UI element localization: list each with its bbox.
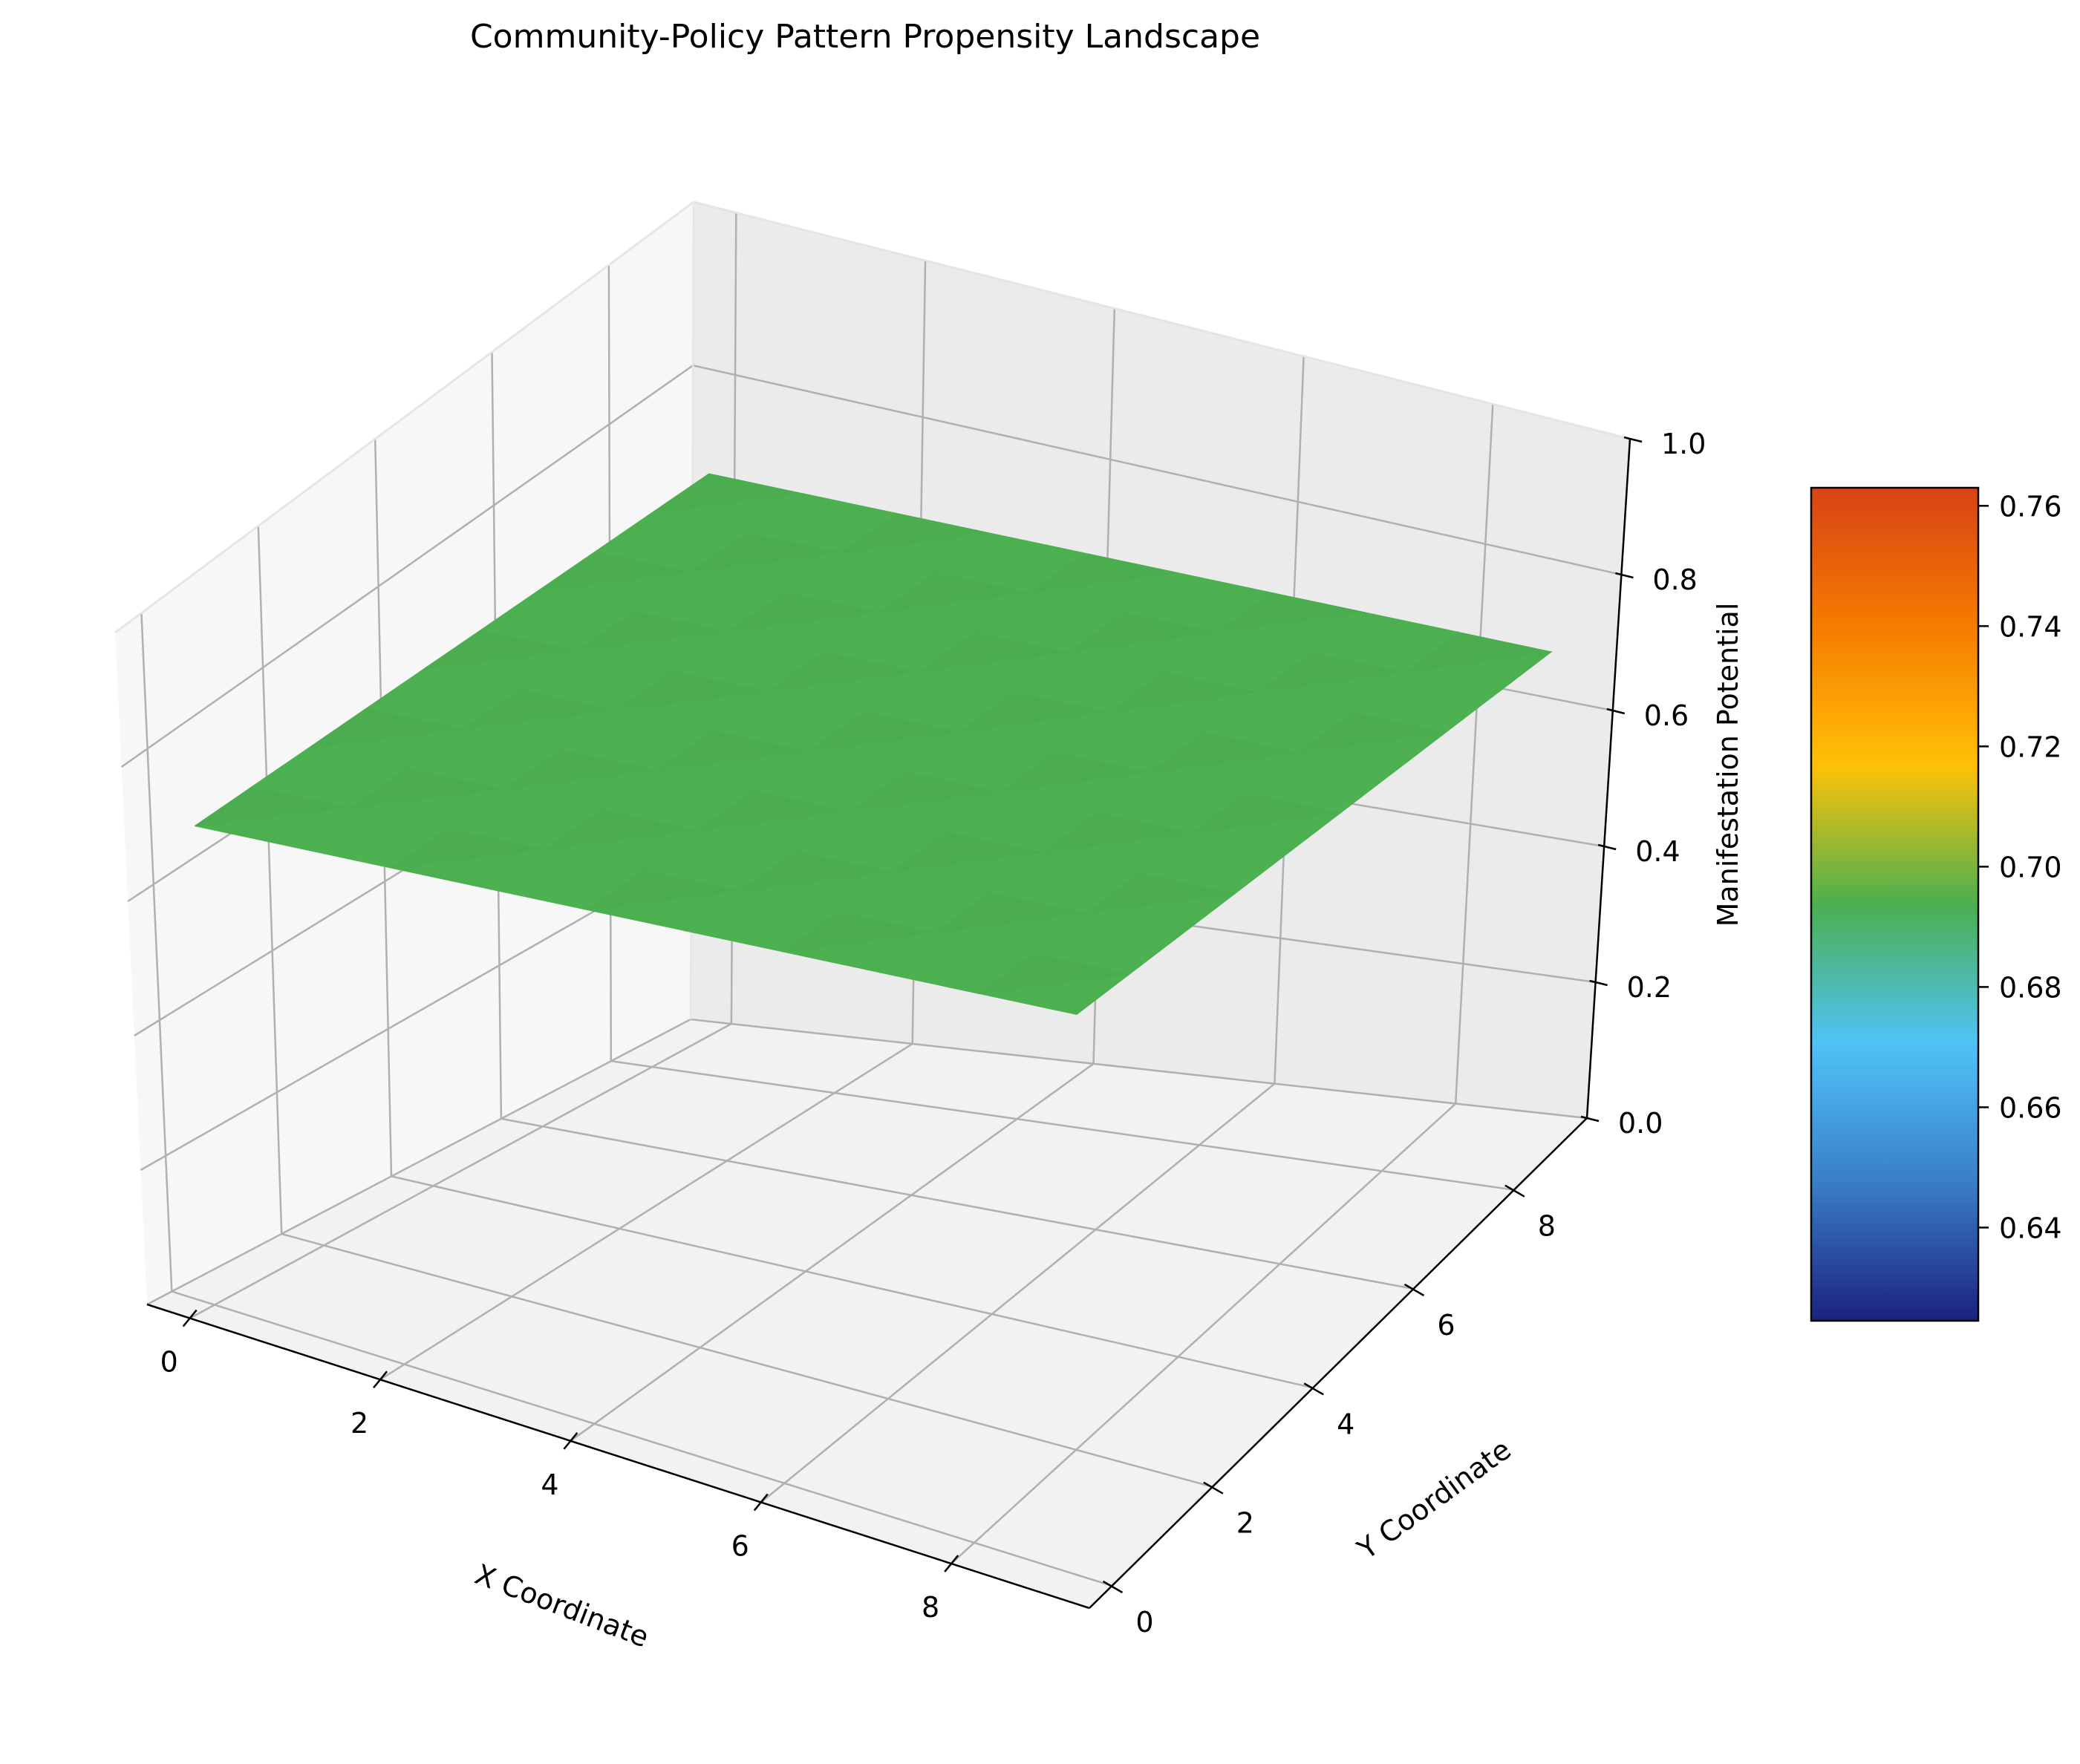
y-tick-label: 4 xyxy=(1337,1408,1354,1440)
x-tick xyxy=(753,1493,769,1512)
x-tick xyxy=(563,1432,578,1450)
axis-ticks: 0 2 4 6 8 0 2 4 6 8 0.0 0.2 0.4 0.6 0.8 1.0 xyxy=(160,428,1706,1639)
colorbar: 0.64 0.66 0.68 0.70 0.72 0.74 0.76 xyxy=(1810,486,2062,1322)
surface-facet xyxy=(537,551,690,592)
colorbar-tick-label: 0.70 xyxy=(1999,851,2062,883)
z-tick-label: 0.2 xyxy=(1627,971,1672,1004)
z-tick xyxy=(1623,436,1643,443)
x-tick xyxy=(373,1371,388,1389)
surface-facet xyxy=(651,473,803,514)
z-tick xyxy=(1580,1115,1600,1123)
z-tick-label: 0.4 xyxy=(1635,835,1680,868)
surface-facet xyxy=(365,669,520,709)
z-tick-label: 0.8 xyxy=(1652,564,1697,596)
x-tick-label: 6 xyxy=(731,1529,749,1562)
x-tick-label: 8 xyxy=(922,1591,939,1624)
y-tick-label: 6 xyxy=(1437,1309,1455,1342)
y-tick xyxy=(1303,1382,1324,1396)
x-tick-label: 2 xyxy=(351,1407,368,1440)
surface-facet xyxy=(251,747,406,788)
colorbar-tick-label: 0.76 xyxy=(1999,490,2062,523)
surface-facet xyxy=(423,630,576,670)
z-tick xyxy=(1606,708,1626,715)
colorbar-tick-label: 0.66 xyxy=(1999,1091,2062,1124)
y-tick-label: 8 xyxy=(1538,1210,1556,1243)
x-tick-label: 4 xyxy=(541,1469,558,1501)
x-tick-label: 0 xyxy=(160,1346,178,1379)
y-axis-line xyxy=(1089,1117,1588,1609)
z-tick xyxy=(1589,979,1608,987)
colorbar-tick-label: 0.64 xyxy=(1999,1212,2062,1244)
y-tick-label: 0 xyxy=(1135,1606,1153,1639)
y-tick xyxy=(1203,1481,1224,1494)
z-tick-label: 0.6 xyxy=(1644,699,1689,732)
y-tick xyxy=(1403,1283,1425,1297)
colorbar-tick-label: 0.74 xyxy=(1999,610,2062,643)
surface-facet xyxy=(194,786,350,826)
z-tick-label: 0.0 xyxy=(1618,1107,1663,1140)
x-tick xyxy=(182,1309,198,1327)
y-axis-label: Y Coordinate xyxy=(1351,1433,1517,1566)
z-tick-label: 1.0 xyxy=(1661,428,1706,460)
floor-pane xyxy=(147,1019,1587,1608)
surface-facet xyxy=(594,512,746,552)
x-axis-line xyxy=(146,1303,1090,1610)
colorbar-tick-label: 0.68 xyxy=(1999,971,2062,1004)
colorbar-gradient xyxy=(1810,486,1980,1322)
colorbar-tick-label: 0.72 xyxy=(1999,731,2062,763)
surface-facet xyxy=(480,590,633,631)
z-tick xyxy=(1615,572,1634,579)
y-tick-label: 2 xyxy=(1236,1507,1254,1540)
x-axis-label: X Coordinate xyxy=(471,1558,653,1653)
surface-mesh xyxy=(194,473,1553,1016)
z-axis-line xyxy=(1585,438,1631,1119)
x-tick xyxy=(944,1555,959,1572)
y-tick xyxy=(1504,1184,1525,1198)
z-axis-label: Manifestation Potential xyxy=(1712,603,1744,927)
z-tick xyxy=(1597,843,1617,851)
surface-facet xyxy=(308,708,463,748)
chart-title: Community-Policy Pattern Propensity Land… xyxy=(470,18,1260,56)
y-tick xyxy=(1102,1580,1124,1594)
